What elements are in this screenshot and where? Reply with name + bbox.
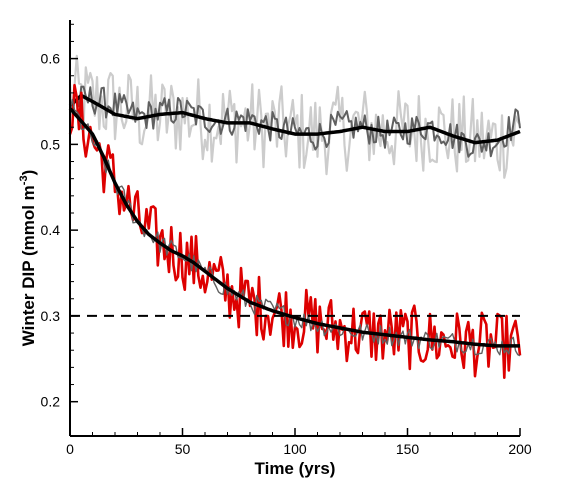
x-tick-label: 0 <box>66 441 74 457</box>
x-tick-label: 100 <box>283 441 307 457</box>
x-tick-label: 200 <box>508 441 532 457</box>
y-axis-title: Winter DIP (mmol m-3) <box>18 170 38 347</box>
x-axis-title: Time (yrs) <box>255 459 336 478</box>
x-tick-label: 50 <box>175 441 191 457</box>
experiment-smoothed-line <box>69 98 521 357</box>
axes-layer: 0 50 100 150 200 0.2 0.3 0.4 0.5 0.6 <box>41 20 532 457</box>
x-tick-label: 150 <box>396 441 420 457</box>
y-tick-label: 0.2 <box>41 394 61 410</box>
control-trend-line <box>68 93 521 145</box>
y-tick-label: 0.3 <box>41 308 61 324</box>
y-axis-title-exponent: -3 <box>18 175 30 185</box>
y-axis-title-main: Winter DIP (mmol m <box>19 185 38 346</box>
series-layer <box>68 54 522 379</box>
y-tick-label: 0.4 <box>41 222 61 238</box>
y-axis-title-close: ) <box>19 170 38 176</box>
y-tick-label: 0.6 <box>41 51 61 67</box>
y-tick-label: 0.5 <box>41 136 61 152</box>
experiment-trend-line <box>68 107 520 348</box>
